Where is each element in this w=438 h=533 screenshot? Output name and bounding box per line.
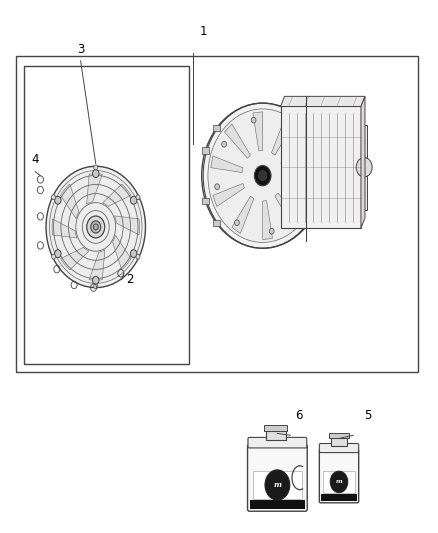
Circle shape <box>131 196 137 204</box>
Circle shape <box>136 195 140 200</box>
Polygon shape <box>213 183 244 206</box>
Text: 1: 1 <box>200 25 207 38</box>
Bar <box>213 125 219 131</box>
Polygon shape <box>272 118 293 155</box>
FancyBboxPatch shape <box>247 444 307 511</box>
Bar <box>202 198 209 204</box>
Polygon shape <box>102 184 131 206</box>
Text: 5: 5 <box>364 409 372 422</box>
Circle shape <box>94 165 98 170</box>
Polygon shape <box>225 124 251 158</box>
Circle shape <box>55 196 61 204</box>
Circle shape <box>299 204 304 210</box>
Text: 6: 6 <box>295 409 303 422</box>
Polygon shape <box>52 219 77 238</box>
Bar <box>253 471 302 499</box>
Polygon shape <box>60 247 89 270</box>
Polygon shape <box>89 250 105 280</box>
Circle shape <box>265 470 290 500</box>
Polygon shape <box>280 96 365 107</box>
Polygon shape <box>281 145 312 168</box>
Circle shape <box>136 254 140 259</box>
Circle shape <box>87 216 105 238</box>
Bar <box>361 125 367 210</box>
Text: m: m <box>336 479 343 484</box>
Circle shape <box>92 277 99 284</box>
Circle shape <box>258 171 267 181</box>
Circle shape <box>215 184 219 190</box>
Circle shape <box>131 249 137 257</box>
Text: 3: 3 <box>77 43 84 55</box>
Polygon shape <box>60 184 79 219</box>
Text: 2: 2 <box>126 273 134 286</box>
Circle shape <box>356 158 372 177</box>
Circle shape <box>46 166 145 288</box>
Polygon shape <box>115 216 139 235</box>
Bar <box>331 439 347 446</box>
Circle shape <box>52 254 56 259</box>
Circle shape <box>92 169 99 177</box>
Polygon shape <box>253 112 263 151</box>
Bar <box>213 220 219 227</box>
Polygon shape <box>211 156 243 173</box>
Circle shape <box>203 103 322 248</box>
Circle shape <box>254 166 271 186</box>
Circle shape <box>286 126 291 132</box>
Bar <box>323 471 355 493</box>
FancyBboxPatch shape <box>319 449 359 503</box>
Circle shape <box>234 220 239 225</box>
Bar <box>280 107 361 228</box>
Polygon shape <box>361 96 365 228</box>
Polygon shape <box>232 196 254 233</box>
Polygon shape <box>113 236 131 270</box>
Circle shape <box>52 195 56 200</box>
Polygon shape <box>283 179 314 196</box>
Circle shape <box>93 224 98 230</box>
Polygon shape <box>275 193 301 228</box>
Circle shape <box>330 471 348 492</box>
Bar <box>265 425 287 431</box>
Circle shape <box>49 171 142 284</box>
Text: m: m <box>273 481 282 489</box>
FancyBboxPatch shape <box>319 443 359 453</box>
Polygon shape <box>87 174 102 204</box>
FancyBboxPatch shape <box>248 438 307 448</box>
Circle shape <box>251 117 256 123</box>
Bar <box>329 433 349 439</box>
Circle shape <box>306 161 311 167</box>
Circle shape <box>94 284 98 289</box>
Circle shape <box>208 109 318 243</box>
Circle shape <box>269 228 274 234</box>
Circle shape <box>222 141 226 147</box>
Bar <box>16 55 418 372</box>
Bar <box>250 500 304 509</box>
Bar <box>266 431 286 440</box>
Bar <box>25 66 189 364</box>
Bar <box>321 494 357 501</box>
Text: 4: 4 <box>32 154 39 166</box>
Circle shape <box>91 221 101 233</box>
Bar <box>202 147 209 154</box>
Polygon shape <box>263 200 272 239</box>
Circle shape <box>55 249 61 257</box>
